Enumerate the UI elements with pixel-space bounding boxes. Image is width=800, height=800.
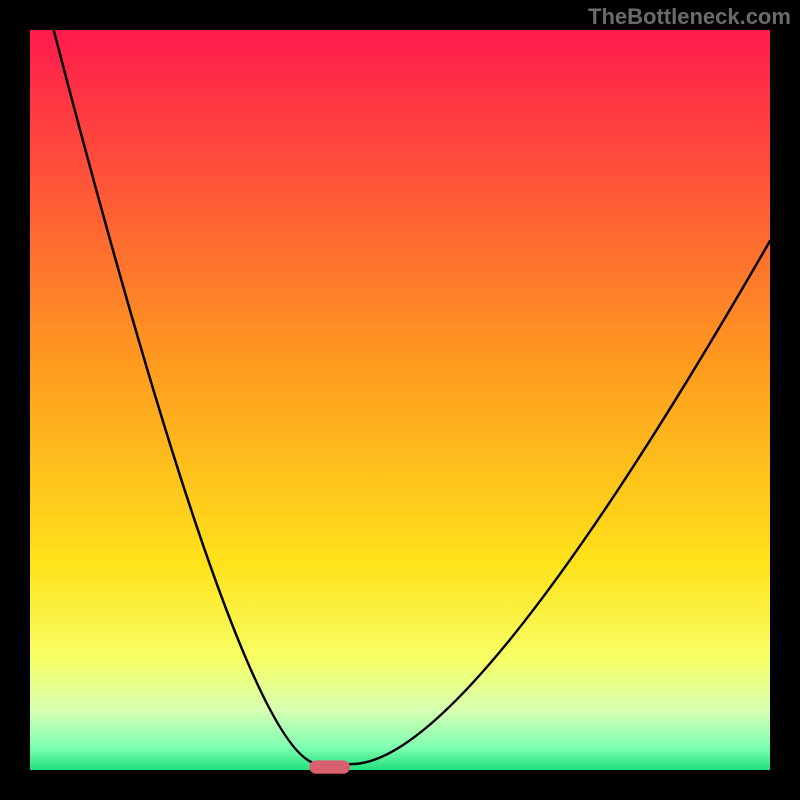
curve-segment	[54, 30, 320, 764]
watermark-text: TheBottleneck.com	[588, 4, 791, 30]
chart-container: TheBottleneck.com	[0, 0, 800, 800]
bottleneck-marker	[309, 760, 350, 773]
curve-overlay	[0, 0, 800, 800]
curve-segment	[350, 241, 770, 764]
